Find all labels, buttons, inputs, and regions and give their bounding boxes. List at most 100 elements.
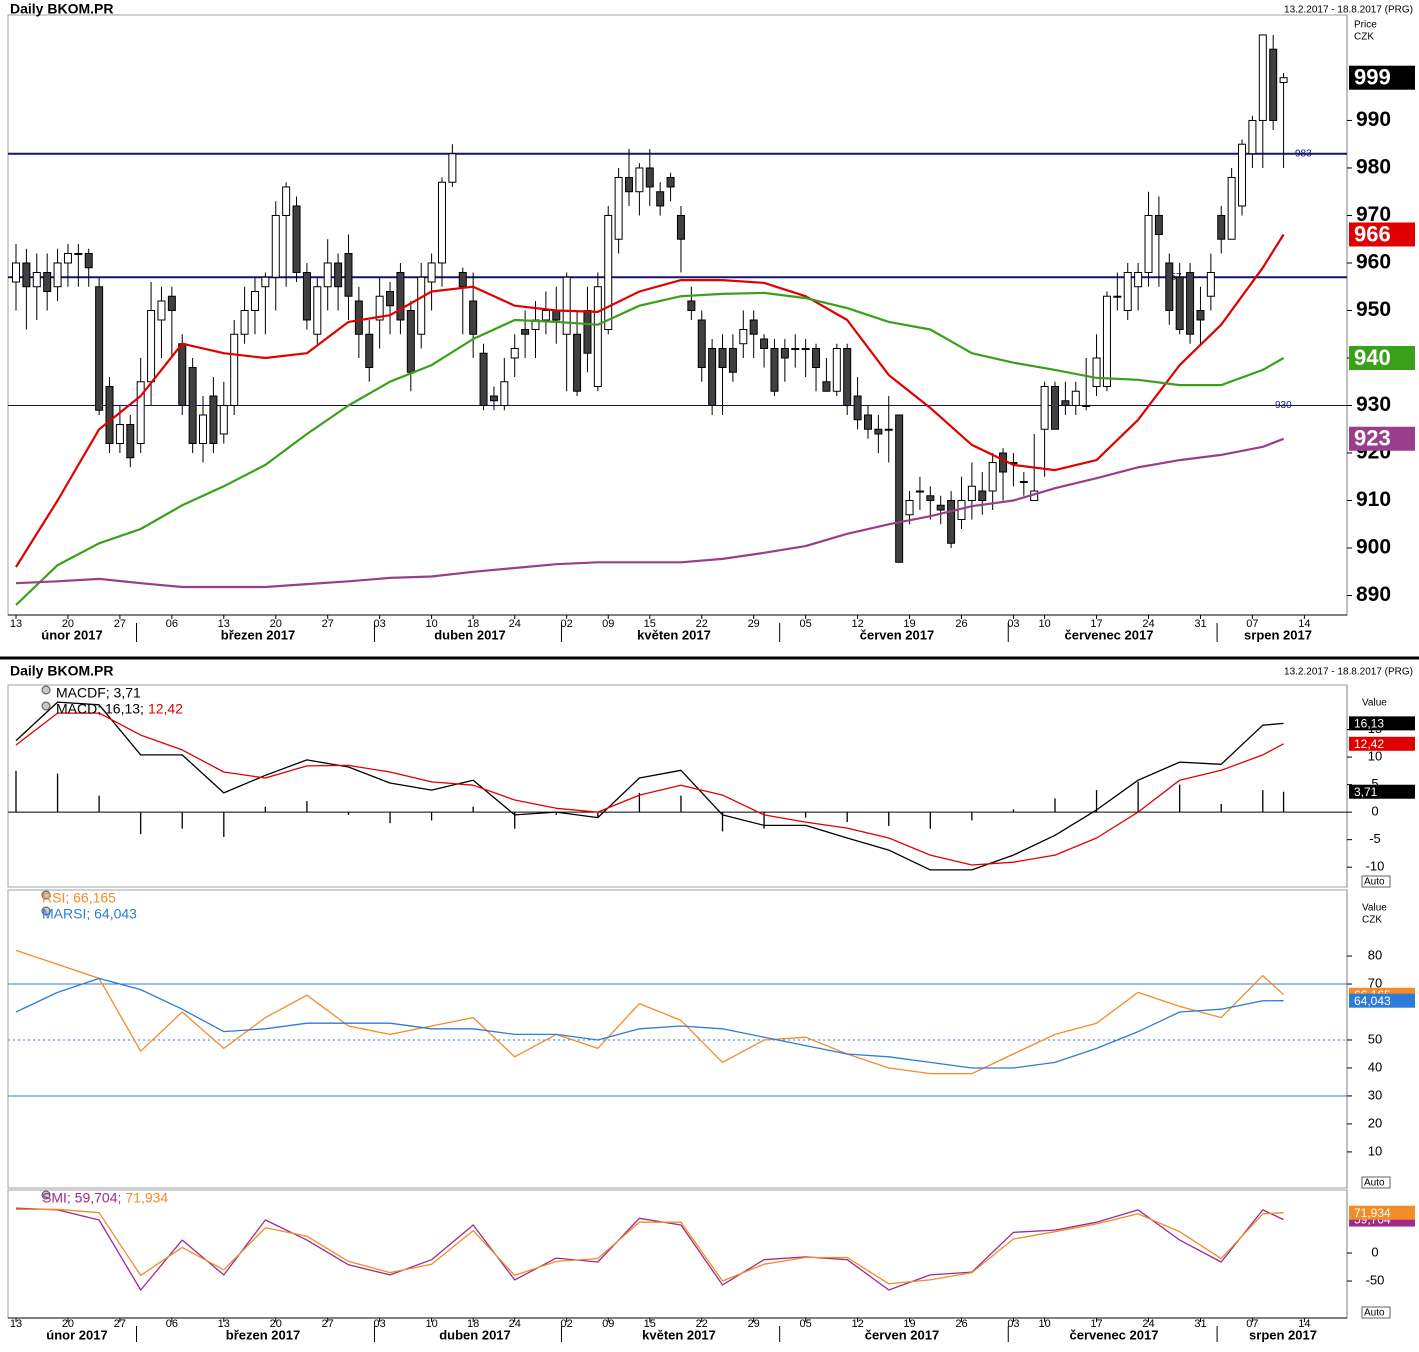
candle-body	[334, 262, 343, 288]
candle-body	[188, 366, 197, 445]
candle-body	[178, 343, 187, 406]
candle-body	[1071, 390, 1080, 406]
candle-body	[1206, 271, 1215, 297]
x-tick-label: 10	[1038, 1318, 1050, 1330]
candle-body	[1269, 48, 1278, 121]
candle-body	[354, 300, 363, 335]
chart-title: Daily BKOM.PR	[10, 663, 113, 679]
series-line	[15, 233, 1285, 568]
y-tick-label: 950	[1356, 298, 1391, 321]
candle-body	[219, 404, 228, 435]
x-tick-label: 31	[1194, 618, 1206, 630]
x-tick-label: 18	[467, 1318, 479, 1330]
candle-body	[53, 262, 62, 288]
x-tick-label: 20	[62, 1318, 74, 1330]
candle-body	[1165, 262, 1174, 311]
legend-entry: MACDF; 3,71	[56, 685, 141, 701]
axis-unit: CZK	[1354, 32, 1374, 43]
candle-body	[676, 214, 685, 240]
candle-body	[583, 309, 592, 354]
month-label: březen 2017	[226, 1327, 300, 1342]
y-tick-label: 910	[1356, 488, 1391, 511]
candle-body	[510, 347, 519, 359]
x-tick-label: 24	[509, 1318, 521, 1330]
x-tick-label: 24	[1142, 1318, 1154, 1330]
candle-body	[1082, 404, 1091, 407]
candle-body	[1196, 309, 1205, 321]
candle-body	[95, 286, 104, 411]
candle-body	[895, 414, 904, 563]
candle-body	[1175, 276, 1184, 330]
candle-body	[271, 214, 280, 278]
x-tick-label: 18	[467, 618, 479, 630]
scale-box	[1361, 1176, 1391, 1189]
candle-body	[635, 167, 644, 193]
candle-body	[479, 352, 488, 406]
y-tick-label: 0	[1371, 1244, 1378, 1259]
candle-body	[32, 271, 41, 288]
level-label: 983	[1295, 148, 1312, 159]
last-value-label: 12,42	[1354, 737, 1384, 751]
last-value-label: 71,934	[1354, 1206, 1391, 1220]
candle-body	[926, 495, 935, 502]
x-tick-label: 20	[62, 618, 74, 630]
candle-body	[822, 381, 831, 392]
legend-entry: MARSI; 64,043	[42, 906, 137, 922]
candle-body	[947, 500, 956, 544]
y-tick-label: 970	[1356, 203, 1391, 226]
y-tick-label: 10	[1368, 1143, 1382, 1158]
last-value-label: 64,043	[1354, 994, 1391, 1008]
x-tick-label: 31	[1194, 1318, 1206, 1330]
candle-body	[604, 214, 613, 330]
candle-body	[240, 309, 249, 335]
last-value-label: 999	[1354, 65, 1391, 90]
y-tick-label: 10	[1368, 749, 1382, 764]
candle-body	[147, 309, 156, 383]
month-label: březen 2017	[221, 627, 295, 642]
candle-body	[417, 276, 426, 335]
x-tick-label: 19	[903, 618, 915, 630]
y-tick-label: 80	[1368, 947, 1382, 962]
x-tick-label: 07	[1246, 1318, 1258, 1330]
candle-body	[749, 319, 758, 335]
y-tick-label: -50	[1366, 1272, 1385, 1287]
month-label: červenec 2017	[1065, 627, 1154, 642]
last-value-label: 966	[1354, 221, 1391, 246]
candle-body	[469, 300, 478, 335]
x-tick-label: 19	[903, 1318, 915, 1330]
candle-body	[1113, 295, 1122, 298]
candle-body	[1102, 295, 1111, 387]
y-tick-label: 990	[1356, 108, 1391, 131]
legend-entry: 12,42	[148, 701, 183, 717]
candle-body	[718, 347, 727, 368]
candle-body	[1227, 176, 1236, 240]
candle-body	[874, 428, 883, 435]
candle-body	[853, 395, 862, 421]
candle-body	[562, 276, 571, 335]
candle-body	[292, 205, 301, 273]
candle-body	[645, 167, 654, 188]
candle-body	[739, 328, 748, 345]
candle-body	[656, 191, 665, 207]
last-value-label: 16,13	[1354, 717, 1384, 731]
candle-body	[915, 490, 924, 493]
month-label: červen 2017	[865, 1327, 939, 1342]
x-tick-label: 07	[1246, 618, 1258, 630]
x-tick-label: 12	[851, 618, 863, 630]
last-value-box	[1349, 345, 1415, 370]
level-label: 930	[1275, 400, 1292, 411]
scale-label: Auto	[1364, 1178, 1385, 1189]
y-tick-label: -10	[1366, 859, 1385, 874]
x-tick-label: 22	[696, 1318, 708, 1330]
candle-body	[313, 286, 322, 335]
candle-body	[63, 252, 72, 264]
candle-body	[365, 333, 374, 368]
x-tick-label: 13	[10, 618, 22, 630]
y-tick-label: 930	[1356, 393, 1391, 416]
x-tick-label: 03	[374, 1318, 386, 1330]
candle-body	[250, 290, 259, 311]
candle-body	[230, 333, 239, 406]
month-label: srpen 2017	[1244, 627, 1312, 642]
candle-body	[1019, 481, 1028, 484]
